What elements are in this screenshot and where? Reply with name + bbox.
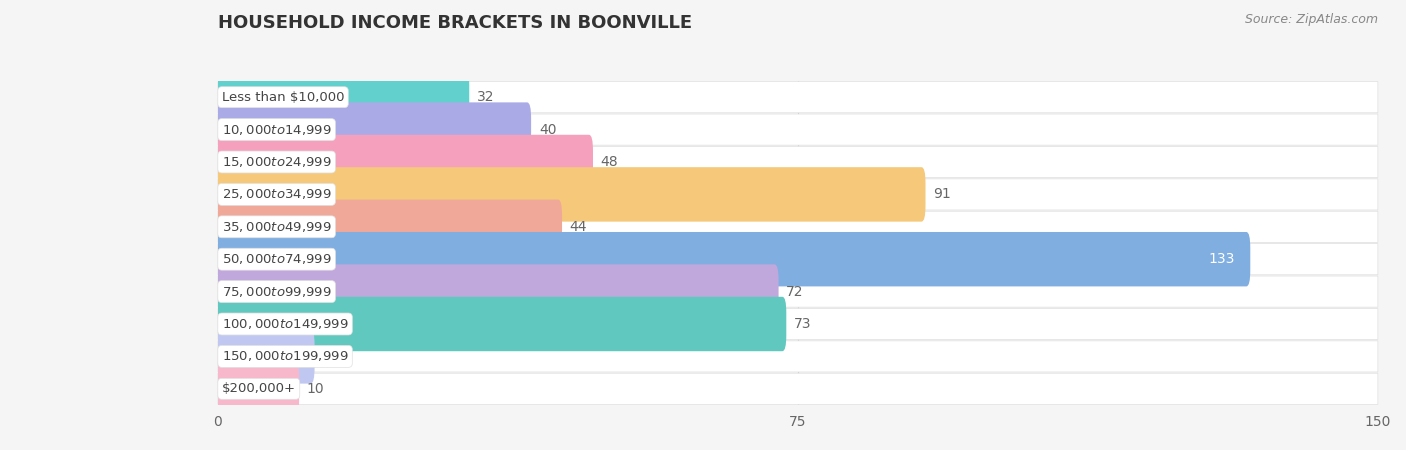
FancyBboxPatch shape <box>214 200 562 254</box>
Text: 48: 48 <box>600 155 619 169</box>
Text: $15,000 to $24,999: $15,000 to $24,999 <box>222 155 332 169</box>
FancyBboxPatch shape <box>214 167 925 221</box>
Text: 40: 40 <box>538 122 557 137</box>
FancyBboxPatch shape <box>214 297 786 351</box>
FancyBboxPatch shape <box>214 265 779 319</box>
Text: 91: 91 <box>934 187 950 202</box>
Text: $75,000 to $99,999: $75,000 to $99,999 <box>222 284 332 299</box>
FancyBboxPatch shape <box>214 329 315 383</box>
Text: $50,000 to $74,999: $50,000 to $74,999 <box>222 252 332 266</box>
FancyBboxPatch shape <box>214 362 299 416</box>
Text: 12: 12 <box>322 349 340 364</box>
FancyBboxPatch shape <box>218 179 1378 210</box>
FancyBboxPatch shape <box>218 81 1378 113</box>
Text: 73: 73 <box>794 317 811 331</box>
Text: 32: 32 <box>477 90 495 104</box>
FancyBboxPatch shape <box>218 146 1378 178</box>
Text: $25,000 to $34,999: $25,000 to $34,999 <box>222 187 332 202</box>
Text: HOUSEHOLD INCOME BRACKETS IN BOONVILLE: HOUSEHOLD INCOME BRACKETS IN BOONVILLE <box>218 14 692 32</box>
Text: 44: 44 <box>569 220 588 234</box>
FancyBboxPatch shape <box>218 276 1378 307</box>
Text: Source: ZipAtlas.com: Source: ZipAtlas.com <box>1244 14 1378 27</box>
FancyBboxPatch shape <box>214 103 531 157</box>
FancyBboxPatch shape <box>218 308 1378 340</box>
Text: $200,000+: $200,000+ <box>222 382 295 395</box>
FancyBboxPatch shape <box>218 211 1378 243</box>
FancyBboxPatch shape <box>218 373 1378 405</box>
Text: 10: 10 <box>307 382 325 396</box>
FancyBboxPatch shape <box>218 243 1378 275</box>
Text: 133: 133 <box>1208 252 1234 266</box>
FancyBboxPatch shape <box>218 341 1378 372</box>
Text: $10,000 to $14,999: $10,000 to $14,999 <box>222 122 332 137</box>
Text: Less than $10,000: Less than $10,000 <box>222 91 344 104</box>
FancyBboxPatch shape <box>214 135 593 189</box>
Text: $100,000 to $149,999: $100,000 to $149,999 <box>222 317 349 331</box>
Text: $35,000 to $49,999: $35,000 to $49,999 <box>222 220 332 234</box>
FancyBboxPatch shape <box>218 114 1378 145</box>
FancyBboxPatch shape <box>214 232 1250 286</box>
Text: 72: 72 <box>786 284 804 299</box>
FancyBboxPatch shape <box>214 70 470 124</box>
Text: $150,000 to $199,999: $150,000 to $199,999 <box>222 349 349 364</box>
